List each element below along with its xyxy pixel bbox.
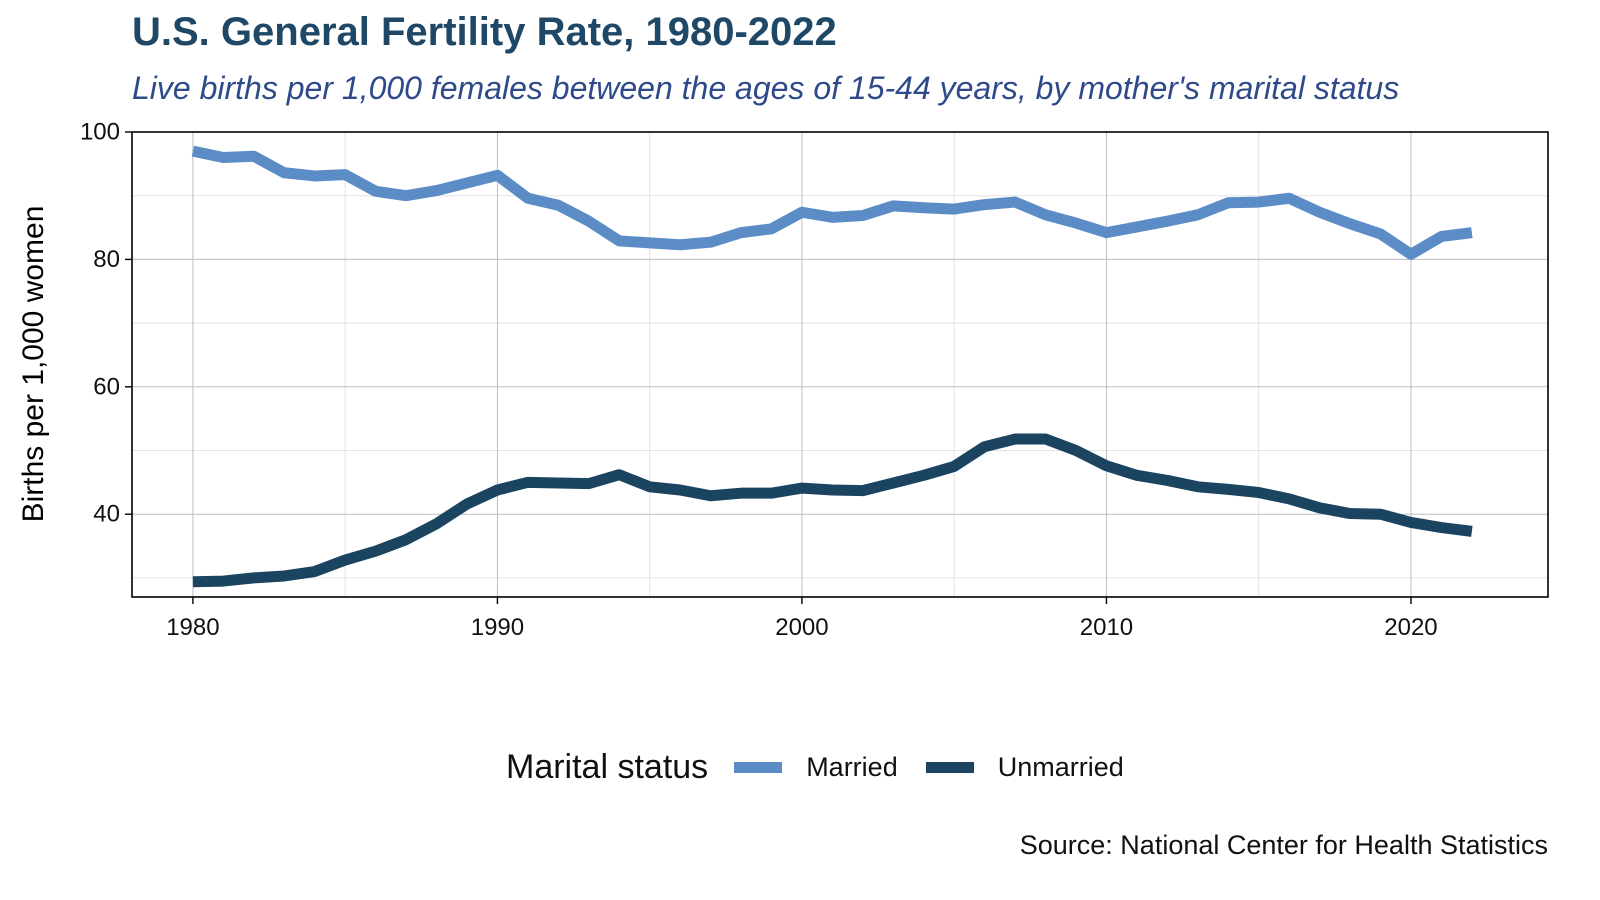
legend-label-unmarried: Unmarried (997, 752, 1124, 782)
legend-title: Marital status (506, 748, 709, 786)
axis-layer: 40 60 80 100 1980 1990 2000 2010 2020 (80, 119, 1438, 642)
y-tick-label-40: 40 (93, 501, 120, 528)
legend-key-unmarried (925, 762, 974, 773)
legend: Marital status Married Unmarried (506, 748, 1152, 787)
series-layer (191, 145, 1473, 588)
series-line-unmarried (192, 433, 1473, 588)
series-line-married (191, 145, 1473, 260)
x-tick-label-2020: 2020 (1384, 614, 1437, 641)
plot-border (131, 131, 1549, 598)
x-tick-label-1990: 1990 (471, 614, 524, 641)
x-tick-label-2010: 2010 (1080, 614, 1133, 641)
legend-key-married (734, 762, 783, 773)
source-note: Source: National Center for Health Stati… (1019, 830, 1548, 860)
y-tick-label-60: 60 (93, 373, 120, 400)
y-tick-label-100: 100 (80, 119, 120, 146)
y-tick-label-80: 80 (93, 246, 120, 273)
legend-label-married: Married (806, 752, 898, 782)
chart-title: U.S. General Fertility Rate, 1980-2022 (132, 10, 837, 54)
x-tick-label-2000: 2000 (775, 614, 828, 641)
x-tick-label-1980: 1980 (166, 614, 219, 641)
grid-layer (132, 131, 1548, 597)
chart-subtitle: Live births per 1,000 females between th… (132, 70, 1400, 106)
